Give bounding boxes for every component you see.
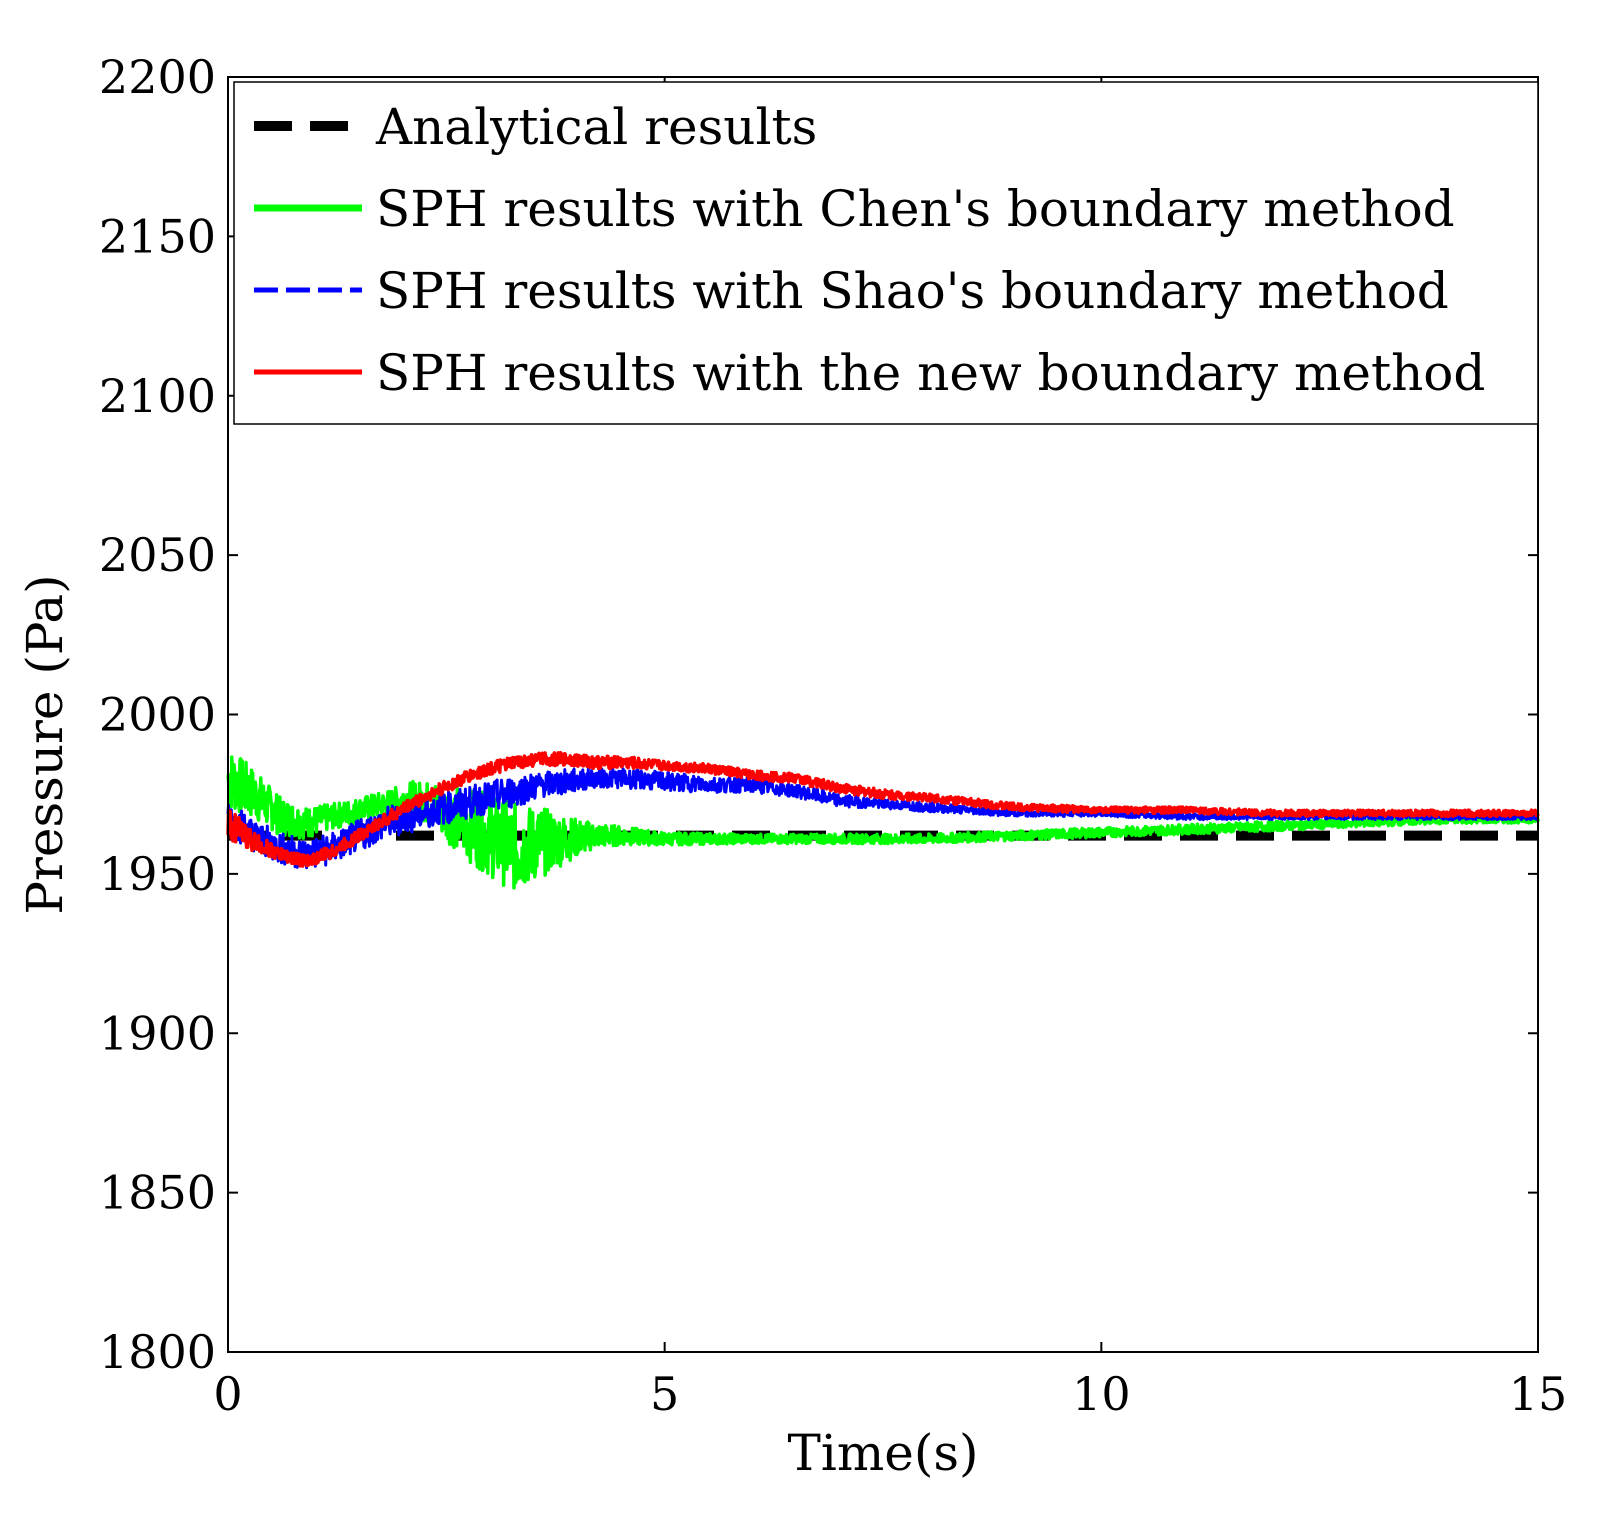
x-tick-label: 10 <box>1072 1367 1131 1421</box>
x-tick-label: 0 <box>213 1367 242 1421</box>
y-tick-label: 2200 <box>99 50 216 104</box>
y-tick-label: 1900 <box>99 1006 216 1060</box>
series-line <box>226 755 1540 890</box>
legend-label: Analytical results <box>375 98 817 156</box>
legend: Analytical results SPH results with Chen'… <box>233 81 1539 425</box>
x-tick-label: 15 <box>1509 1367 1568 1421</box>
y-tick-label: 2150 <box>99 209 216 263</box>
y-tick-label: 2000 <box>99 688 216 742</box>
y-tick-label: 2100 <box>99 369 216 423</box>
y-axis-title: Pressure (Pa) <box>16 574 74 914</box>
series-line <box>226 751 1540 868</box>
y-tick-label: 2050 <box>99 528 216 582</box>
legend-box <box>233 81 1539 425</box>
x-tick-label: 5 <box>650 1367 679 1421</box>
series-layer <box>226 751 1540 890</box>
y-tick-label: 1850 <box>99 1166 216 1220</box>
x-axis-title: Time(s) <box>787 1424 978 1482</box>
y-tick-label: 1800 <box>99 1325 216 1379</box>
y-tick-label: 1950 <box>99 847 216 901</box>
tick-layer: 1800 1850 1900 1950 2000 2050 2100 2150 2200 0 5 10… <box>99 50 1567 1421</box>
legend-label: SPH results with Shao's boundary method <box>376 262 1449 320</box>
legend-label: SPH results with the new boundary method <box>376 344 1485 402</box>
legend-label: SPH results with Chen's boundary method <box>376 180 1455 238</box>
series-line <box>226 767 1540 870</box>
